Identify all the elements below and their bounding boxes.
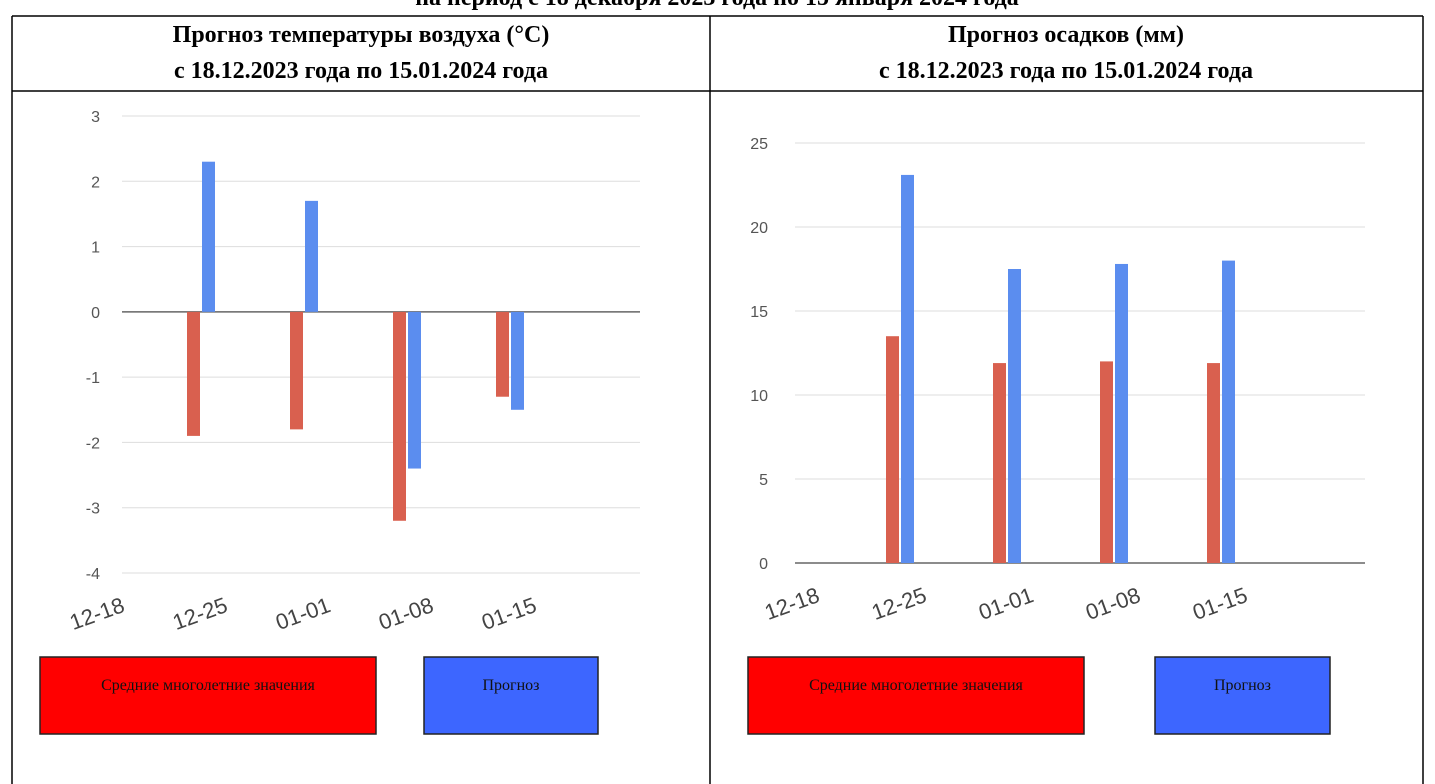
- legend-box: [747, 656, 1085, 735]
- bar: [1207, 363, 1220, 563]
- legend-label: Прогноз: [1214, 677, 1271, 694]
- page-title: на период с 18 декабря 2023 года по 15 я…: [415, 0, 1019, 11]
- bar: [408, 311, 421, 469]
- x-tick-label: 01-08: [1082, 582, 1143, 625]
- x-tick-label: 12-18: [761, 582, 822, 625]
- legend-label: Прогноз: [483, 677, 540, 694]
- bar: [511, 311, 524, 410]
- legend-box: [423, 656, 599, 735]
- bar: [886, 336, 899, 563]
- y-tick-label: 0: [91, 305, 100, 322]
- legend-label: Средние многолетние значения: [101, 677, 315, 694]
- x-tick-label: 01-08: [375, 592, 436, 635]
- bar: [1008, 269, 1021, 563]
- x-tick-label: 01-15: [1189, 582, 1250, 625]
- bar: [1100, 361, 1113, 563]
- chart-title: Прогноз осадков (мм): [948, 22, 1184, 48]
- legend-label: Средние многолетние значения: [809, 677, 1023, 694]
- x-tick-label: 12-25: [868, 582, 929, 625]
- bar: [901, 174, 914, 564]
- x-tick-label: 01-15: [478, 592, 539, 635]
- y-tick-label: 2: [91, 174, 100, 191]
- bar: [1115, 263, 1128, 563]
- legend-box: [1154, 656, 1331, 735]
- x-tick-label: 12-25: [169, 592, 230, 635]
- chart-subtitle: с 18.12.2023 года по 15.01.2024 года: [174, 58, 548, 84]
- bar: [290, 311, 303, 430]
- bar: [993, 363, 1006, 563]
- table-frame: [11, 15, 1424, 784]
- chart-title: Прогноз температуры воздуха (°C): [173, 22, 550, 48]
- bar: [202, 161, 215, 312]
- chart-subtitle: с 18.12.2023 года по 15.01.2024 года: [879, 58, 1253, 84]
- y-tick-label: 25: [750, 136, 768, 153]
- y-tick-label: 10: [750, 388, 768, 405]
- y-tick-label: -2: [86, 435, 100, 452]
- x-tick-label: 01-01: [975, 582, 1036, 625]
- y-tick-label: 1: [91, 240, 100, 257]
- y-tick-label: 15: [750, 304, 768, 321]
- bar: [496, 311, 509, 397]
- bar: [393, 311, 406, 521]
- y-tick-label: -1: [86, 370, 100, 387]
- x-tick-label: 01-01: [272, 592, 333, 635]
- bar: [305, 200, 318, 312]
- x-tick-label: 12-18: [66, 592, 127, 635]
- y-tick-label: 0: [759, 556, 768, 573]
- bar: [1222, 260, 1235, 563]
- y-tick-label: -3: [86, 501, 100, 518]
- y-tick-label: 5: [759, 472, 768, 489]
- y-tick-label: -4: [86, 566, 100, 583]
- y-tick-label: 3: [91, 109, 100, 126]
- legend-box: [39, 656, 377, 735]
- bar: [187, 311, 200, 436]
- y-tick-label: 20: [750, 220, 768, 237]
